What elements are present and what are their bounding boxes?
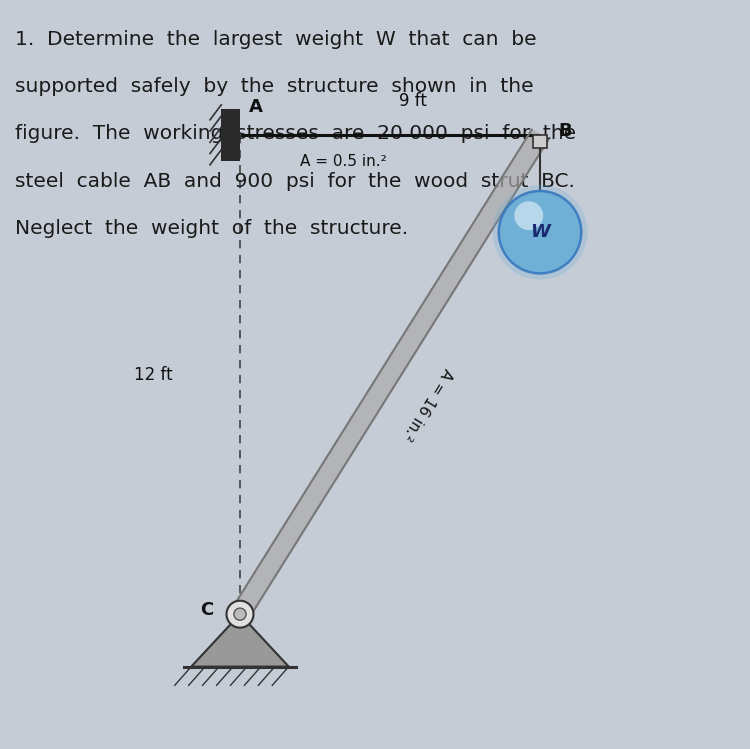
Text: C: C <box>200 601 214 619</box>
Text: figure.  The  working  stresses  are  20 000  psi  for  the: figure. The working stresses are 20 000 … <box>15 124 576 143</box>
Text: 9 ft: 9 ft <box>398 92 427 110</box>
Polygon shape <box>232 130 548 619</box>
Bar <box>533 135 547 148</box>
Circle shape <box>514 201 543 230</box>
Text: steel  cable  AB  and  900  psi  for  the  wood  strut  BC.: steel cable AB and 900 psi for the wood … <box>15 172 574 190</box>
Text: supported  safely  by  the  structure  shown  in  the: supported safely by the structure shown … <box>15 77 534 96</box>
Text: A: A <box>249 98 262 116</box>
Circle shape <box>493 185 587 279</box>
Text: Neglect  the  weight  of  the  structure.: Neglect the weight of the structure. <box>15 219 408 237</box>
Text: W: W <box>530 223 550 241</box>
Bar <box>221 109 240 161</box>
Text: B: B <box>559 122 572 140</box>
Circle shape <box>226 601 254 628</box>
Polygon shape <box>191 614 289 667</box>
Text: 12 ft: 12 ft <box>134 366 172 383</box>
Circle shape <box>499 191 581 273</box>
Text: A = 0.5 in.²: A = 0.5 in.² <box>300 154 387 169</box>
Text: 1.  Determine  the  largest  weight  W  that  can  be: 1. Determine the largest weight W that c… <box>15 30 537 49</box>
Circle shape <box>234 608 246 620</box>
Text: A = 16 in.²: A = 16 in.² <box>400 366 455 443</box>
